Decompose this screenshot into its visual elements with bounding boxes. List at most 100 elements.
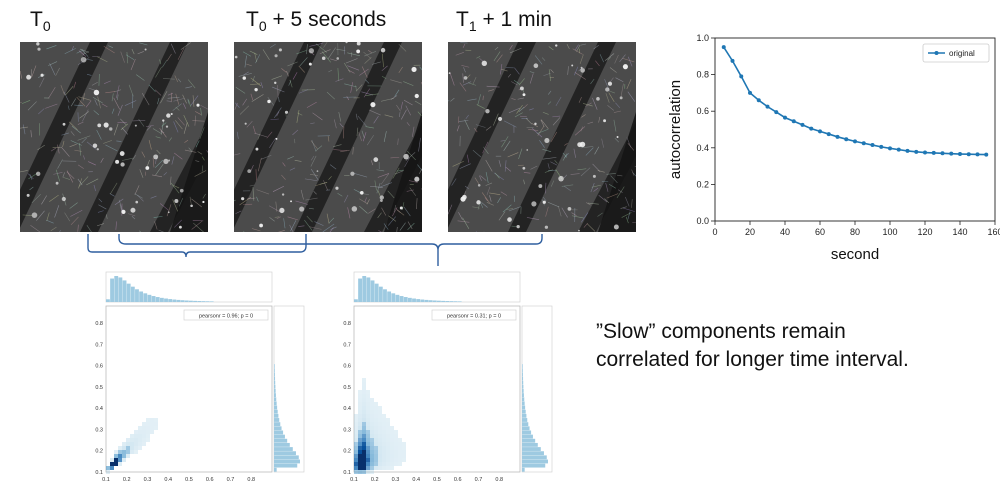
histogram-bar bbox=[522, 467, 525, 472]
histogram-bar bbox=[274, 455, 299, 460]
histogram-bar bbox=[274, 463, 298, 468]
x-tick-label: 0.2 bbox=[123, 477, 131, 483]
histogram-bar bbox=[387, 291, 392, 302]
histogram-bar bbox=[522, 442, 538, 447]
data-point bbox=[818, 129, 822, 134]
histogram-bar bbox=[274, 409, 278, 414]
histogram-bar bbox=[358, 278, 362, 302]
data-point bbox=[940, 151, 945, 156]
y-tick-label: 0.6 bbox=[696, 106, 709, 116]
histogram-bar bbox=[193, 300, 197, 302]
histogram-bar bbox=[274, 422, 281, 427]
marginal-histogram-top bbox=[105, 271, 273, 303]
histogram-bar bbox=[118, 277, 123, 302]
y-tick-label: 1.0 bbox=[696, 33, 709, 43]
y-tick-label: 0.7 bbox=[95, 342, 103, 348]
caption-line-2: correlated for longer time interval. bbox=[596, 348, 909, 371]
x-tick-label: 60 bbox=[815, 227, 825, 237]
caption-line-1: ”Slow” components remain bbox=[596, 320, 846, 343]
histogram-bar bbox=[197, 301, 202, 302]
data-point bbox=[835, 134, 840, 139]
data-point bbox=[756, 98, 761, 103]
y-tick-label: 0.4 bbox=[95, 406, 103, 412]
histogram-bar bbox=[522, 376, 524, 381]
y-tick-label: 0.7 bbox=[343, 342, 351, 348]
histogram-bar bbox=[522, 438, 536, 443]
histogram-bar bbox=[412, 298, 416, 302]
histogram-bar bbox=[407, 297, 412, 302]
y-axis-label: autocorrelation bbox=[667, 80, 684, 179]
data-point bbox=[765, 104, 770, 109]
histogram-bar bbox=[130, 286, 135, 302]
histogram-bar bbox=[151, 296, 156, 302]
series-line-original bbox=[723, 46, 987, 156]
histogram-bar bbox=[135, 289, 139, 302]
x-tick-label: 0.3 bbox=[144, 477, 152, 483]
x-tick-label: 140 bbox=[952, 227, 967, 237]
data-point bbox=[879, 144, 884, 149]
histogram-bar bbox=[399, 296, 404, 302]
histogram-bar bbox=[274, 451, 296, 456]
histogram-bar bbox=[274, 401, 277, 406]
marginal-histogram-right bbox=[273, 305, 305, 473]
histogram-bar bbox=[522, 434, 533, 439]
x-tick-label: 0 bbox=[712, 227, 717, 237]
data-point bbox=[975, 152, 980, 157]
x-tick-label: 160 bbox=[987, 227, 1000, 237]
histogram-bar bbox=[274, 368, 275, 373]
histogram-bar bbox=[441, 300, 445, 302]
x-tick-label: 0.6 bbox=[206, 477, 214, 483]
x-tick-label: 0.4 bbox=[164, 477, 172, 483]
data-point bbox=[844, 137, 849, 142]
histogram-bar bbox=[522, 397, 525, 402]
histogram-bar bbox=[453, 301, 458, 302]
histogram-bar bbox=[164, 298, 168, 302]
x-tick-label: 0.1 bbox=[102, 477, 110, 483]
histogram-bar bbox=[522, 463, 546, 468]
histogram-bar bbox=[274, 393, 276, 397]
data-point bbox=[826, 132, 831, 137]
y-tick-label: 0.8 bbox=[95, 321, 103, 327]
histogram-bar bbox=[362, 276, 367, 302]
microscopy-frame-t1-plus-1min bbox=[448, 42, 636, 232]
data-point bbox=[800, 122, 805, 127]
data-point bbox=[966, 152, 971, 157]
legend-label: original bbox=[949, 49, 975, 58]
histogram-bar bbox=[106, 299, 110, 302]
joint-plot-t0-vs-1min: 0.1 0.2 0.3 0.4 0.5 0.6 0.7 0.8 0.1 0.2 0.3 0.4 0.5 0… bbox=[343, 271, 553, 483]
histogram-bar bbox=[522, 380, 524, 385]
density-scatter: 0.1 0.2 0.3 0.4 0.5 0.6 0.7 0.8 0.1 0.2 0.3 0.4 0.5 0… bbox=[343, 305, 521, 483]
autocorrelation-chart: 0 20 40 60 80 100 120 140 160 0.0 0.2 0.4 0.6 0.8 1.0 s… bbox=[667, 33, 1000, 263]
histogram-bar bbox=[274, 467, 277, 472]
x-tick-label: 0.7 bbox=[475, 477, 483, 483]
x-tick-label: 0.8 bbox=[495, 477, 503, 483]
label-t0-plus-5-seconds: T0 + 5 seconds bbox=[246, 8, 387, 35]
histogram-bar bbox=[110, 278, 114, 302]
y-tick-label: 0.0 bbox=[696, 216, 709, 226]
histogram-bar bbox=[522, 405, 526, 410]
histogram-bar bbox=[522, 384, 524, 389]
y-tick-label: 0.2 bbox=[343, 449, 351, 455]
histogram-bar bbox=[391, 293, 396, 302]
y-tick-label: 0.2 bbox=[696, 179, 709, 189]
histogram-bar bbox=[354, 299, 358, 302]
histogram-bar bbox=[274, 430, 284, 435]
histogram-bar bbox=[274, 426, 282, 431]
histogram-bar bbox=[522, 455, 547, 460]
histogram-bar bbox=[155, 297, 160, 302]
histogram-bar bbox=[522, 426, 530, 431]
histogram-bar bbox=[420, 299, 425, 302]
data-point bbox=[870, 143, 875, 148]
x-axis-label: second bbox=[831, 246, 879, 263]
histogram-bar bbox=[522, 451, 544, 456]
plot-frame bbox=[714, 37, 996, 222]
histogram-bar bbox=[370, 280, 375, 302]
data-point bbox=[923, 150, 927, 155]
histogram-bar bbox=[522, 364, 523, 368]
histogram-bar bbox=[189, 300, 193, 302]
marginal-histogram-top bbox=[353, 271, 521, 303]
data-point bbox=[748, 90, 752, 95]
histogram-bar bbox=[143, 293, 148, 302]
y-tick-label: 0.4 bbox=[696, 143, 709, 153]
histogram-bar bbox=[114, 276, 119, 302]
